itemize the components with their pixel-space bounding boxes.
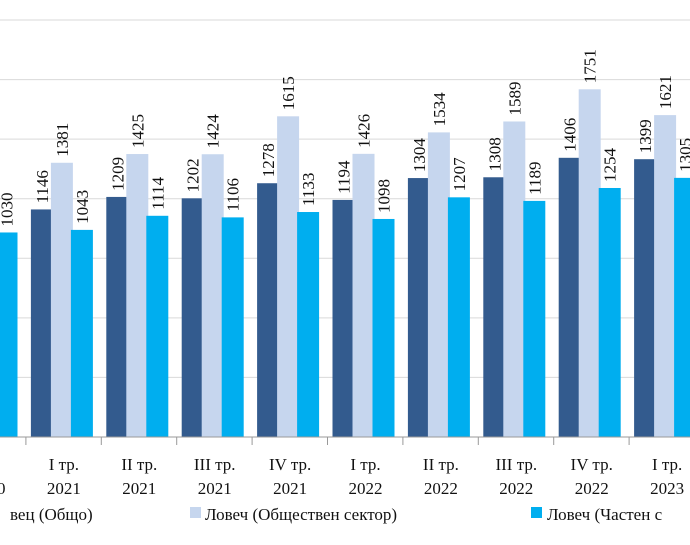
tick-label: 2021 (122, 479, 156, 498)
value-label: 1615 (279, 76, 298, 110)
value-label: 1207 (450, 157, 469, 192)
tick-label: I тр. (350, 455, 380, 474)
value-label: 1381 (53, 123, 72, 157)
bar (483, 177, 506, 438)
value-label: 1202 (184, 158, 203, 192)
value-label: 1426 (355, 114, 374, 148)
bar (221, 217, 244, 437)
bar (50, 162, 73, 437)
value-label: 1751 (581, 49, 600, 83)
bar (106, 196, 129, 437)
value-label: 1589 (505, 81, 524, 115)
bar (427, 132, 450, 438)
tick-label: 2022 (575, 479, 609, 498)
tick-label: II тр. (121, 455, 157, 474)
bar (257, 183, 280, 437)
bar (181, 198, 204, 437)
value-label: 1304 (410, 138, 429, 173)
value-label: 1194 (335, 160, 354, 194)
bar (654, 115, 677, 437)
bar (674, 177, 690, 437)
legend-label-private: Ловеч (Частен с (547, 505, 663, 524)
bar (0, 232, 18, 437)
tick-label: 2021 (273, 479, 307, 498)
tick-label: IV тр. (269, 455, 311, 474)
bar (503, 121, 526, 437)
tick-label: 2022 (499, 479, 533, 498)
bar (352, 153, 375, 437)
tick-label: 2020 (0, 479, 6, 498)
value-label: 1254 (601, 147, 620, 182)
bar (407, 178, 430, 437)
value-label: 1209 (108, 157, 127, 191)
value-label: 1114 (148, 177, 167, 210)
value-label: 1425 (128, 114, 147, 148)
value-label: 1308 (485, 137, 504, 171)
value-label: 1534 (430, 92, 449, 127)
bar (70, 229, 93, 437)
bar (332, 199, 355, 437)
tick-label: 2022 (424, 479, 458, 498)
value-label: 1278 (259, 143, 278, 177)
tick-label: 2021 (198, 479, 232, 498)
value-label: 1098 (375, 179, 394, 213)
tick-label: II тр. (423, 455, 459, 474)
legend-swatch-private (531, 507, 542, 518)
bar (634, 159, 657, 437)
bar (146, 215, 169, 437)
bar (447, 197, 470, 437)
bar (523, 200, 546, 437)
tick-label: 2022 (349, 479, 383, 498)
bar (578, 89, 601, 438)
bar (558, 157, 581, 437)
tick-label: 2021 (47, 479, 81, 498)
tick-label: III тр. (194, 455, 236, 474)
tick-label: IV тр. (571, 455, 613, 474)
value-label: 1406 (561, 118, 580, 152)
value-label: 1424 (204, 114, 223, 149)
value-label: 1146 (33, 170, 52, 203)
bar (372, 218, 395, 437)
tick-label: 2023 (650, 479, 684, 498)
bar (297, 212, 320, 437)
bar (201, 154, 224, 437)
legend-swatch-public (190, 507, 201, 518)
tick-label: I тр. (652, 455, 682, 474)
bar (126, 154, 149, 438)
value-label: 1399 (636, 119, 655, 153)
value-label: 1189 (525, 162, 544, 195)
tick-label: III тр. (495, 455, 537, 474)
value-label: 1043 (73, 190, 92, 224)
value-label: 1106 (224, 178, 243, 211)
legend: вец (Общо) Ловеч (Обществен сектор) Лове… (10, 505, 663, 524)
bar (30, 209, 53, 437)
bar (277, 116, 300, 438)
value-label: 1305 (676, 138, 690, 172)
bar (598, 187, 621, 437)
value-label: 1133 (299, 173, 318, 206)
bars (0, 89, 690, 438)
value-label: 1621 (656, 75, 675, 109)
legend-label-total: вец (Общо) (10, 505, 93, 524)
tick-label: I тр. (49, 455, 79, 474)
value-label: 1030 (0, 192, 17, 226)
legend-label-public: Ловеч (Обществен сектор) (205, 505, 397, 524)
